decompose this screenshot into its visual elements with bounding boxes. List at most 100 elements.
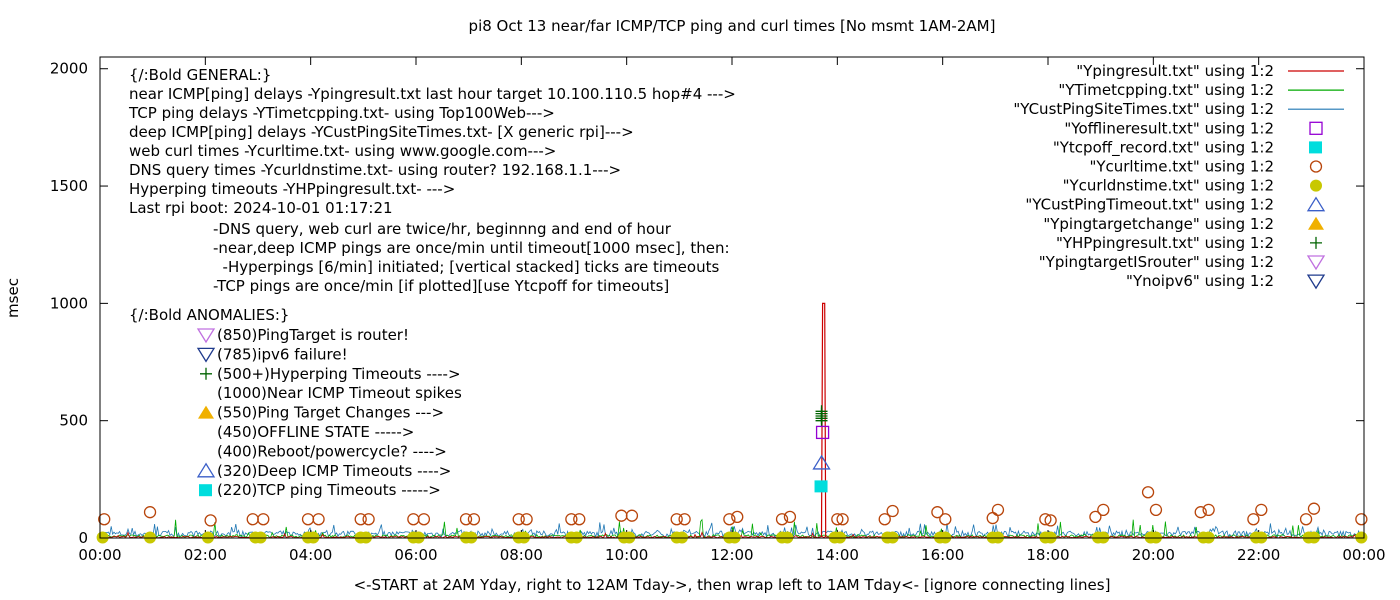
ycurltimetxtusing-point xyxy=(362,513,375,526)
x-tick-label: 22:00 xyxy=(1237,546,1280,564)
general-annotation-line: TCP ping delays -YTimetcpping.txt- using… xyxy=(128,104,555,122)
ycurltimetxtusing-point xyxy=(1194,506,1207,519)
legend-label: "YCustPingSiteTimes.txt" using 1:2 xyxy=(1013,100,1274,118)
legend-label: "YTimetcpping.txt" using 1:2 xyxy=(1058,81,1274,99)
ycurltimetxtusing-point xyxy=(1141,486,1155,499)
ycurltimetxtusing-point xyxy=(1247,513,1260,526)
anomaly-marker xyxy=(198,405,214,419)
x-axis-label: <-START at 2AM Yday, right to 12AM Tday-… xyxy=(354,576,1111,594)
legend-label: "Ypingresult.txt" using 1:2 xyxy=(1076,62,1274,80)
ycurltimetxtusing-point xyxy=(678,513,691,526)
ycurltimetxtusing-point xyxy=(1039,513,1052,526)
note-annotation-line: -DNS query, web curl are twice/hr, begin… xyxy=(213,220,672,238)
ytcpoffrecordtxtusing-point xyxy=(814,480,828,493)
ycurltimetxtusing-point xyxy=(1255,503,1268,516)
legend-key xyxy=(1309,141,1322,154)
anomaly-marker xyxy=(200,367,212,380)
ycurltimetxtusing-point xyxy=(625,509,639,522)
anomaly-marker xyxy=(196,347,216,363)
chart-title: pi8 Oct 13 near/far ICMP/TCP ping and cu… xyxy=(469,17,996,35)
ycurltimetxtusing-point xyxy=(831,513,844,526)
ycustpingtimeouttxtusing-point xyxy=(812,454,831,470)
legend-label: "Ycurltime.txt" using 1:2 xyxy=(1089,158,1274,176)
ycurltimetxtusing-point xyxy=(836,513,849,526)
ycurltimetxtusing-point xyxy=(573,513,586,526)
anomaly-marker xyxy=(196,328,216,344)
ycurltimetxtusing-point xyxy=(257,513,270,526)
y-tick-label: 500 xyxy=(59,412,88,430)
ycurltimetxtusing-point xyxy=(204,514,217,527)
x-tick-label: 12:00 xyxy=(710,546,753,564)
x-tick-label: 04:00 xyxy=(289,546,332,564)
ycurltimetxtusing-point xyxy=(417,513,431,526)
legend-key xyxy=(1306,255,1326,271)
ycurltimetxtusing-point xyxy=(878,513,891,526)
general-annotation-line: Hyperping timeouts -YHPpingresult.txt- -… xyxy=(129,180,455,198)
y-axis-label: msec xyxy=(4,278,22,318)
legend: "Ypingresult.txt" using 1:2"YTimetcpping… xyxy=(1013,62,1344,290)
ycurltimetxtusing-point xyxy=(886,504,899,518)
ycurltimetxtusing-point xyxy=(467,513,481,526)
x-tick-label: 00:00 xyxy=(78,546,121,564)
note-annotation-line: -near,deep ICMP pings are once/min until… xyxy=(213,239,730,257)
general-annotation-line: {/:Bold GENERAL:} xyxy=(129,66,271,84)
yofflineresulttxtusing-point xyxy=(815,425,830,440)
anomaly-line: (550)Ping Target Changes ---> xyxy=(217,404,444,422)
ycurltimetxtusing-point xyxy=(354,513,367,526)
anomaly-line: (320)Deep ICMP Timeouts ----> xyxy=(217,462,451,480)
legend-key xyxy=(1308,216,1324,230)
ycurltimetxtusing-point xyxy=(986,511,999,525)
legend-key xyxy=(1309,121,1323,135)
ycurltimetxtusing-point xyxy=(615,509,628,522)
ycurltimetxtusing-point xyxy=(1202,503,1215,516)
ycurltimetxtusing-point xyxy=(939,513,952,526)
annotation-layer: {/:Bold GENERAL:}near ICMP[ping] delays … xyxy=(128,66,736,499)
general-annotation-line: web curl times -Ycurltime.txt- using www… xyxy=(129,142,556,160)
legend-key xyxy=(1310,179,1322,192)
x-tick-label: 20:00 xyxy=(1132,546,1175,564)
ycurltimetxtusing-point xyxy=(512,513,525,526)
ycurltimetxtusing-point xyxy=(931,506,944,519)
ycurltimetxtusing-point xyxy=(731,510,744,524)
anomaly-line: (220)TCP ping Timeouts -----> xyxy=(217,481,441,499)
ycurltimetxtusing-point xyxy=(143,506,157,519)
ycurltimetxtusing-point xyxy=(991,503,1005,516)
ycurltimetxtusing-point xyxy=(1089,510,1102,524)
x-tick-label: 14:00 xyxy=(816,546,859,564)
ycurltimetxtusing-point xyxy=(407,513,420,526)
x-tick-label: 10:00 xyxy=(605,546,648,564)
ycurltimetxtusing-point xyxy=(723,513,736,526)
note-annotation-line: -Hyperpings [6/min] initiated; [vertical… xyxy=(213,258,719,276)
ycurltimetxtusing-point xyxy=(1149,503,1163,516)
ycurltimetxtusing-point xyxy=(1097,503,1110,516)
anomalies-title: {/:Bold ANOMALIES:} xyxy=(129,306,289,324)
anomaly-line: (500+)Hyperping Timeouts ----> xyxy=(217,365,461,383)
general-annotation-line: DNS query times -Ycurldnstime.txt- using… xyxy=(129,161,621,179)
ycurltimetxtusing-point xyxy=(775,513,789,526)
anomaly-line: (400)Reboot/powercycle? ----> xyxy=(217,442,447,460)
legend-key xyxy=(1309,160,1323,173)
ycurltimetxtusing-point xyxy=(312,513,325,526)
legend-label: "YHPpingresult.txt" using 1:2 xyxy=(1056,234,1274,252)
anomaly-line: (1000)Near ICMP Timeout spikes xyxy=(217,384,462,402)
legend-label: "Ytcpoff_record.txt" using 1:2 xyxy=(1053,138,1274,157)
general-annotation-line: near ICMP[ping] delays -Ypingresult.txt … xyxy=(129,85,736,103)
x-tick-label: 02:00 xyxy=(184,546,227,564)
y-tick-label: 1500 xyxy=(50,177,88,195)
x-tick-label: 00:00 xyxy=(1342,546,1385,564)
general-annotation-line: Last rpi boot: 2024-10-01 01:17:21 xyxy=(129,199,393,217)
axes-layer: 00:00 02:00 04:00 06:00 08:00 10:00 12:00 14:00… xyxy=(50,57,1386,564)
legend-label: "Ypingtargetchange" using 1:2 xyxy=(1043,215,1274,233)
legend-label: "Yofflineresult.txt" using 1:2 xyxy=(1064,119,1274,137)
legend-label: "YCustPingTimeout.txt" using 1:2 xyxy=(1025,196,1274,214)
legend-key xyxy=(1306,274,1326,290)
x-tick-label: 08:00 xyxy=(500,546,543,564)
ycurltimetxtusing-point xyxy=(301,513,315,526)
y-tick-label: 2000 xyxy=(50,60,88,78)
legend-label: "Ynoipv6" using 1:2 xyxy=(1126,272,1274,290)
ycurltimetxtusing-point xyxy=(1044,514,1057,527)
x-tick-label: 18:00 xyxy=(1026,546,1069,564)
y-tick-label: 1000 xyxy=(50,294,88,312)
ycurltimetxtusing-point xyxy=(670,513,683,526)
